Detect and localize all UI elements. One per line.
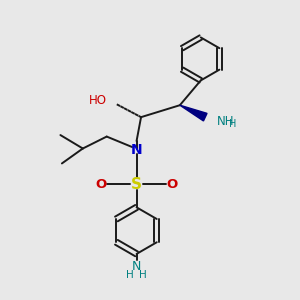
- Text: H: H: [126, 269, 134, 280]
- Text: H: H: [229, 119, 236, 129]
- Text: N: N: [132, 260, 141, 273]
- Text: NH: NH: [217, 115, 235, 128]
- Text: H: H: [139, 269, 147, 280]
- Polygon shape: [180, 105, 207, 121]
- Text: S: S: [131, 177, 142, 192]
- Text: HO: HO: [89, 94, 107, 107]
- Text: O: O: [95, 178, 106, 191]
- Text: N: N: [131, 143, 142, 157]
- Text: O: O: [167, 178, 178, 191]
